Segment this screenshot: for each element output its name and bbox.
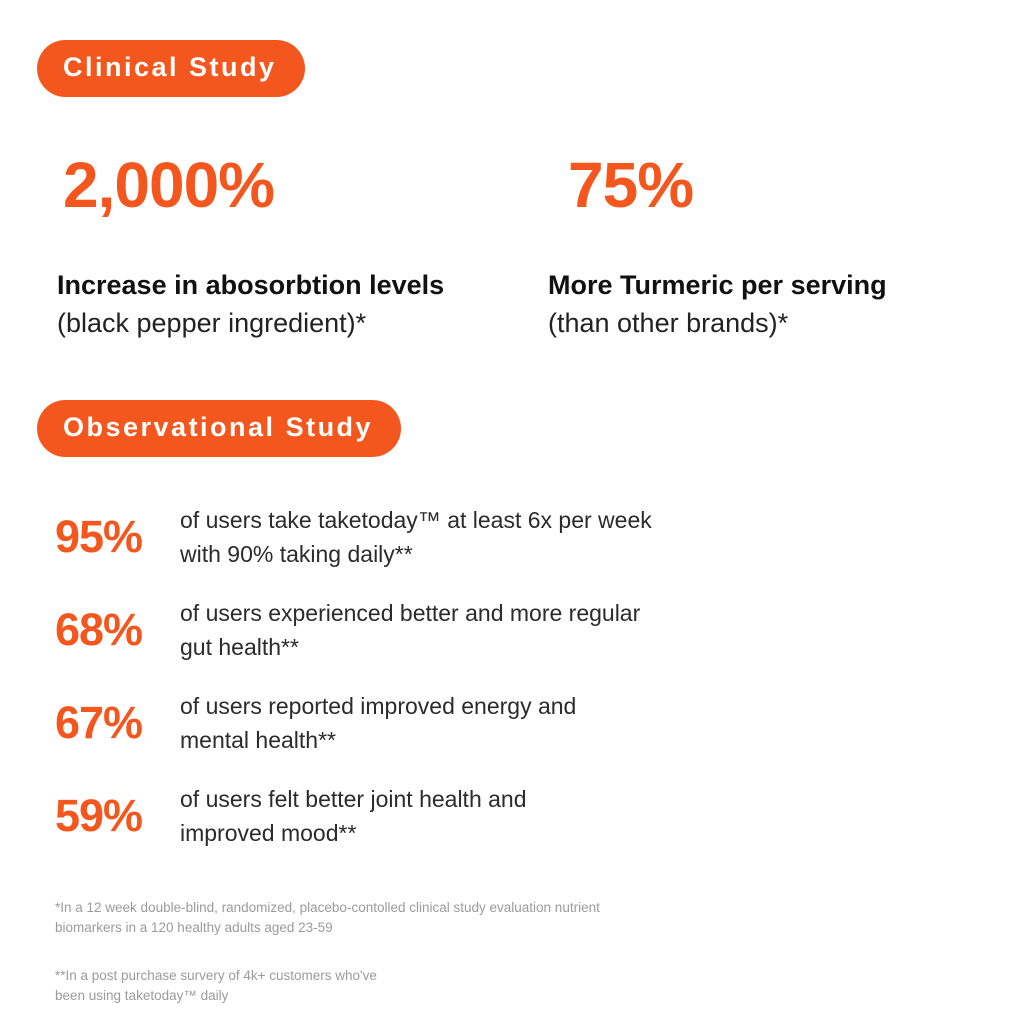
footnote-line2: biomarkers in a 120 healthy adults aged … xyxy=(55,920,333,935)
stat-headline-absorption: Increase in abosorbtion levels xyxy=(57,270,445,300)
observational-study-badge: Observational Study xyxy=(37,400,402,457)
footnote-clinical: *In a 12 week double-blind, randomized, … xyxy=(55,898,655,938)
stat-value-absorption: 2,000% xyxy=(63,149,275,221)
obs-stat-line1: of users reported improved energy and xyxy=(180,693,577,719)
obs-stat-line1: of users felt better joint health and xyxy=(180,786,527,812)
stat-headline-turmeric: More Turmeric per serving xyxy=(548,270,887,300)
stat-caption-absorption: Increase in abosorbtion levels (black pe… xyxy=(57,266,548,342)
obs-stat-value-usage: 95% xyxy=(55,511,143,562)
obs-stat-row-energy: 67% of users reported improved energy an… xyxy=(55,689,755,757)
clinical-stat-turmeric: 75% More Turmeric per serving (than othe… xyxy=(548,148,968,342)
footnotes-section: *In a 12 week double-blind, randomized, … xyxy=(55,898,655,1006)
obs-stat-text-gut-health: of users experienced better and more reg… xyxy=(180,596,640,664)
obs-stat-line1: of users experienced better and more reg… xyxy=(180,600,641,626)
obs-stat-text-energy: of users reported improved energy and me… xyxy=(180,689,576,757)
clinical-study-badge: Clinical Study xyxy=(37,40,305,97)
obs-stat-row-joint-mood: 59% of users felt better joint health an… xyxy=(55,782,755,850)
stat-caption-turmeric: More Turmeric per serving (than other br… xyxy=(548,266,968,342)
obs-stat-text-usage: of users take taketoday™ at least 6x per… xyxy=(180,503,652,571)
footnote-line2: been using taketoday™ daily xyxy=(55,988,229,1003)
obs-stat-line2: with 90% taking daily** xyxy=(180,541,413,567)
clinical-stat-absorption: 2,000% Increase in abosorbtion levels (b… xyxy=(57,148,548,342)
obs-stat-line2: gut health** xyxy=(180,634,299,660)
obs-stat-row-usage: 95% of users take taketoday™ at least 6x… xyxy=(55,503,755,571)
clinical-stats-section: 2,000% Increase in abosorbtion levels (b… xyxy=(57,148,968,342)
stat-subline-turmeric: (than other brands)* xyxy=(548,308,789,338)
stat-subline-absorption: (black pepper ingredient)* xyxy=(57,308,367,338)
obs-stat-text-joint-mood: of users felt better joint health and im… xyxy=(180,782,527,850)
obs-stat-row-gut-health: 68% of users experienced better and more… xyxy=(55,596,755,664)
obs-stat-value-joint-mood: 59% xyxy=(55,790,143,841)
stat-value-turmeric: 75% xyxy=(568,149,694,221)
obs-stat-line1: of users take taketoday™ at least 6x per… xyxy=(180,507,652,533)
obs-stat-line2: mental health** xyxy=(180,727,336,753)
footnote-line1: *In a 12 week double-blind, randomized, … xyxy=(55,900,600,915)
obs-stat-line2: improved mood** xyxy=(180,820,357,846)
obs-stat-value-gut-health: 68% xyxy=(55,604,143,655)
footnote-line1: **In a post purchase survery of 4k+ cust… xyxy=(55,968,377,983)
footnote-observational: **In a post purchase survery of 4k+ cust… xyxy=(55,966,655,1006)
observational-stats-section: 95% of users take taketoday™ at least 6x… xyxy=(55,503,755,850)
obs-stat-value-energy: 67% xyxy=(55,697,143,748)
